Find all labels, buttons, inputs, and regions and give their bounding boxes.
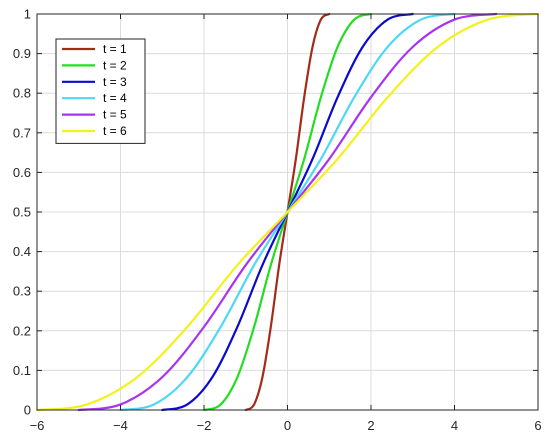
x-tick-label: −2: [197, 418, 212, 433]
y-tick-label: 1: [24, 7, 31, 22]
y-tick-label: 0.3: [13, 284, 31, 299]
y-tick-label: 0.9: [13, 46, 31, 61]
x-tick-label: 2: [367, 418, 374, 433]
legend-box: [55, 38, 146, 144]
legend-label: t = 3: [103, 75, 127, 89]
y-tick-label: 0.8: [13, 86, 31, 101]
x-tick-label: 6: [534, 418, 541, 433]
y-tick-label: 0.1: [13, 363, 31, 378]
y-tick-label: 0: [24, 403, 31, 418]
y-tick-label: 0.4: [13, 244, 31, 259]
legend: t = 1 t = 2 t = 3 t = 4 t = 5 t = 6: [55, 38, 146, 144]
legend-label: t = 5: [103, 108, 127, 122]
y-tick-label: 0.7: [13, 125, 31, 140]
x-tick-label: 4: [451, 418, 458, 433]
legend-label: t = 2: [103, 58, 127, 72]
axis-ticks: −6 −4 −2 0 2 4 6 0 0.1 0.2 0.3 0.4 0.5 0.6 0.7 0.8 0.9 1: [13, 7, 542, 434]
plot-area: [35, 12, 540, 412]
y-tick-label: 0.6: [13, 165, 31, 180]
y-tick-label: 0.5: [13, 205, 31, 220]
series-line-6: [35, 12, 540, 412]
legend-label: t = 6: [103, 124, 127, 138]
legend-label: t = 4: [103, 91, 127, 105]
x-tick-label: 0: [284, 418, 291, 433]
legend-label: t = 1: [103, 42, 127, 56]
y-tick-label: 0.2: [13, 323, 31, 338]
x-tick-label: −4: [113, 418, 128, 433]
x-tick-label: −6: [30, 418, 45, 433]
